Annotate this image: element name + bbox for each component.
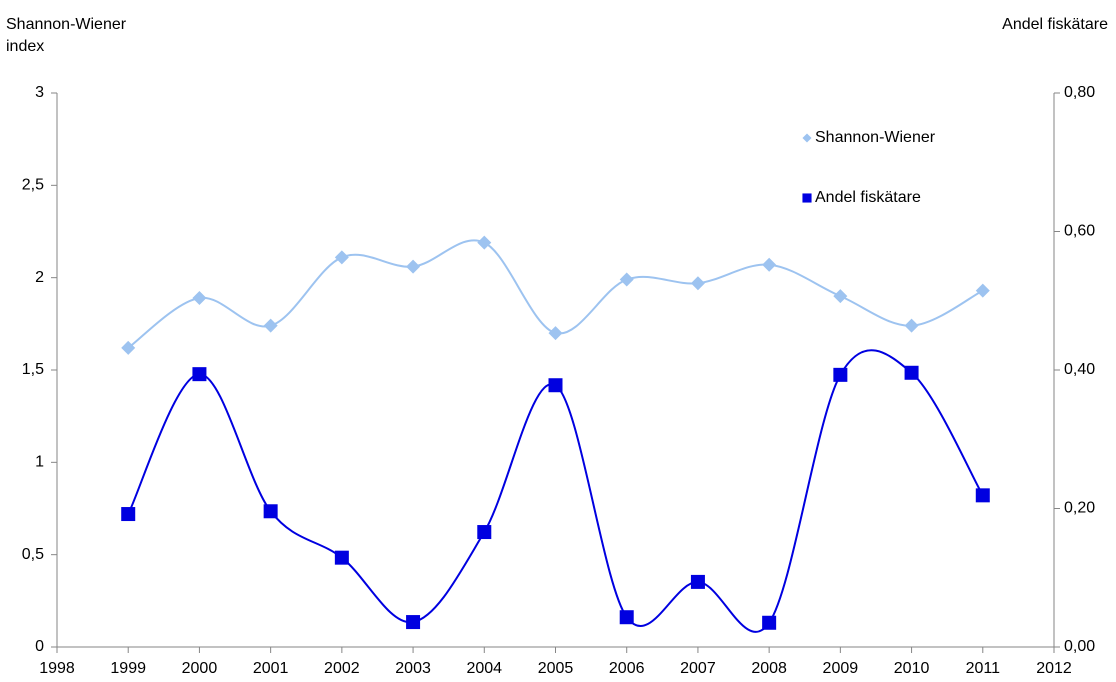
x-tick-label: 2001: [253, 660, 289, 677]
y2-tick-label: 0,20: [1064, 500, 1095, 517]
point: [477, 525, 492, 540]
x-tick-label: 2006: [609, 660, 645, 677]
x-tick-label: 2011: [966, 660, 1001, 677]
x-tick-label: 2004: [466, 660, 502, 677]
x-tick-label: 2012: [1036, 660, 1072, 677]
y-tick-label: 0,5: [22, 546, 44, 563]
point: [833, 289, 848, 304]
y-tick-label: 1: [35, 454, 44, 471]
y-tick-label: 2: [35, 269, 44, 286]
y-tick-label: 3: [35, 84, 44, 101]
legend-marker: [802, 133, 812, 143]
point: [619, 272, 634, 287]
y2-tick-label: 0,40: [1064, 361, 1095, 378]
point: [121, 340, 136, 355]
series-line: [127, 349, 984, 633]
x-tick-label: 2010: [894, 660, 930, 677]
point: [548, 326, 563, 341]
y2-tick-label: 0,80: [1064, 84, 1095, 101]
legend-marker: [802, 193, 812, 203]
x-tick-label: 2000: [182, 660, 218, 677]
point: [334, 550, 349, 565]
point: [975, 283, 990, 298]
y2-tick-label: 0,00: [1064, 638, 1095, 655]
point: [690, 574, 705, 589]
y-tick-label: 0: [35, 638, 44, 655]
point: [904, 318, 919, 333]
y-axis-title: Shannon-Wiener index: [6, 16, 127, 55]
x-tick-label: 2009: [823, 660, 859, 677]
y-tick-label: 2,5: [22, 177, 44, 194]
point: [619, 610, 634, 625]
x-tick-label: 1999: [110, 660, 146, 677]
legend-label: Andel fiskätare: [815, 189, 921, 206]
point: [263, 318, 278, 333]
point: [762, 615, 777, 630]
y-tick-label: 1,5: [22, 361, 44, 378]
x-tick-label: 2002: [324, 660, 360, 677]
point: [406, 259, 421, 274]
x-tick-label: 2008: [751, 660, 787, 677]
y2-tick-label: 0,60: [1064, 223, 1095, 240]
point: [477, 235, 492, 250]
point: [975, 488, 990, 503]
point: [548, 378, 563, 393]
point: [334, 250, 349, 265]
point: [690, 276, 705, 291]
point: [904, 365, 919, 380]
y2-axis-title: Andel fiskätare: [1002, 16, 1108, 33]
point: [406, 615, 421, 630]
x-tick-label: 2005: [538, 660, 574, 677]
point: [192, 367, 207, 382]
x-tick-label: 1998: [39, 660, 75, 677]
x-tick-label: 2003: [395, 660, 431, 677]
point: [833, 367, 848, 382]
x-tick-label: 2007: [680, 660, 716, 677]
point: [192, 290, 207, 305]
legend-label: Shannon-Wiener: [815, 129, 936, 146]
point: [263, 504, 278, 519]
point: [121, 507, 136, 522]
point: [762, 257, 777, 272]
